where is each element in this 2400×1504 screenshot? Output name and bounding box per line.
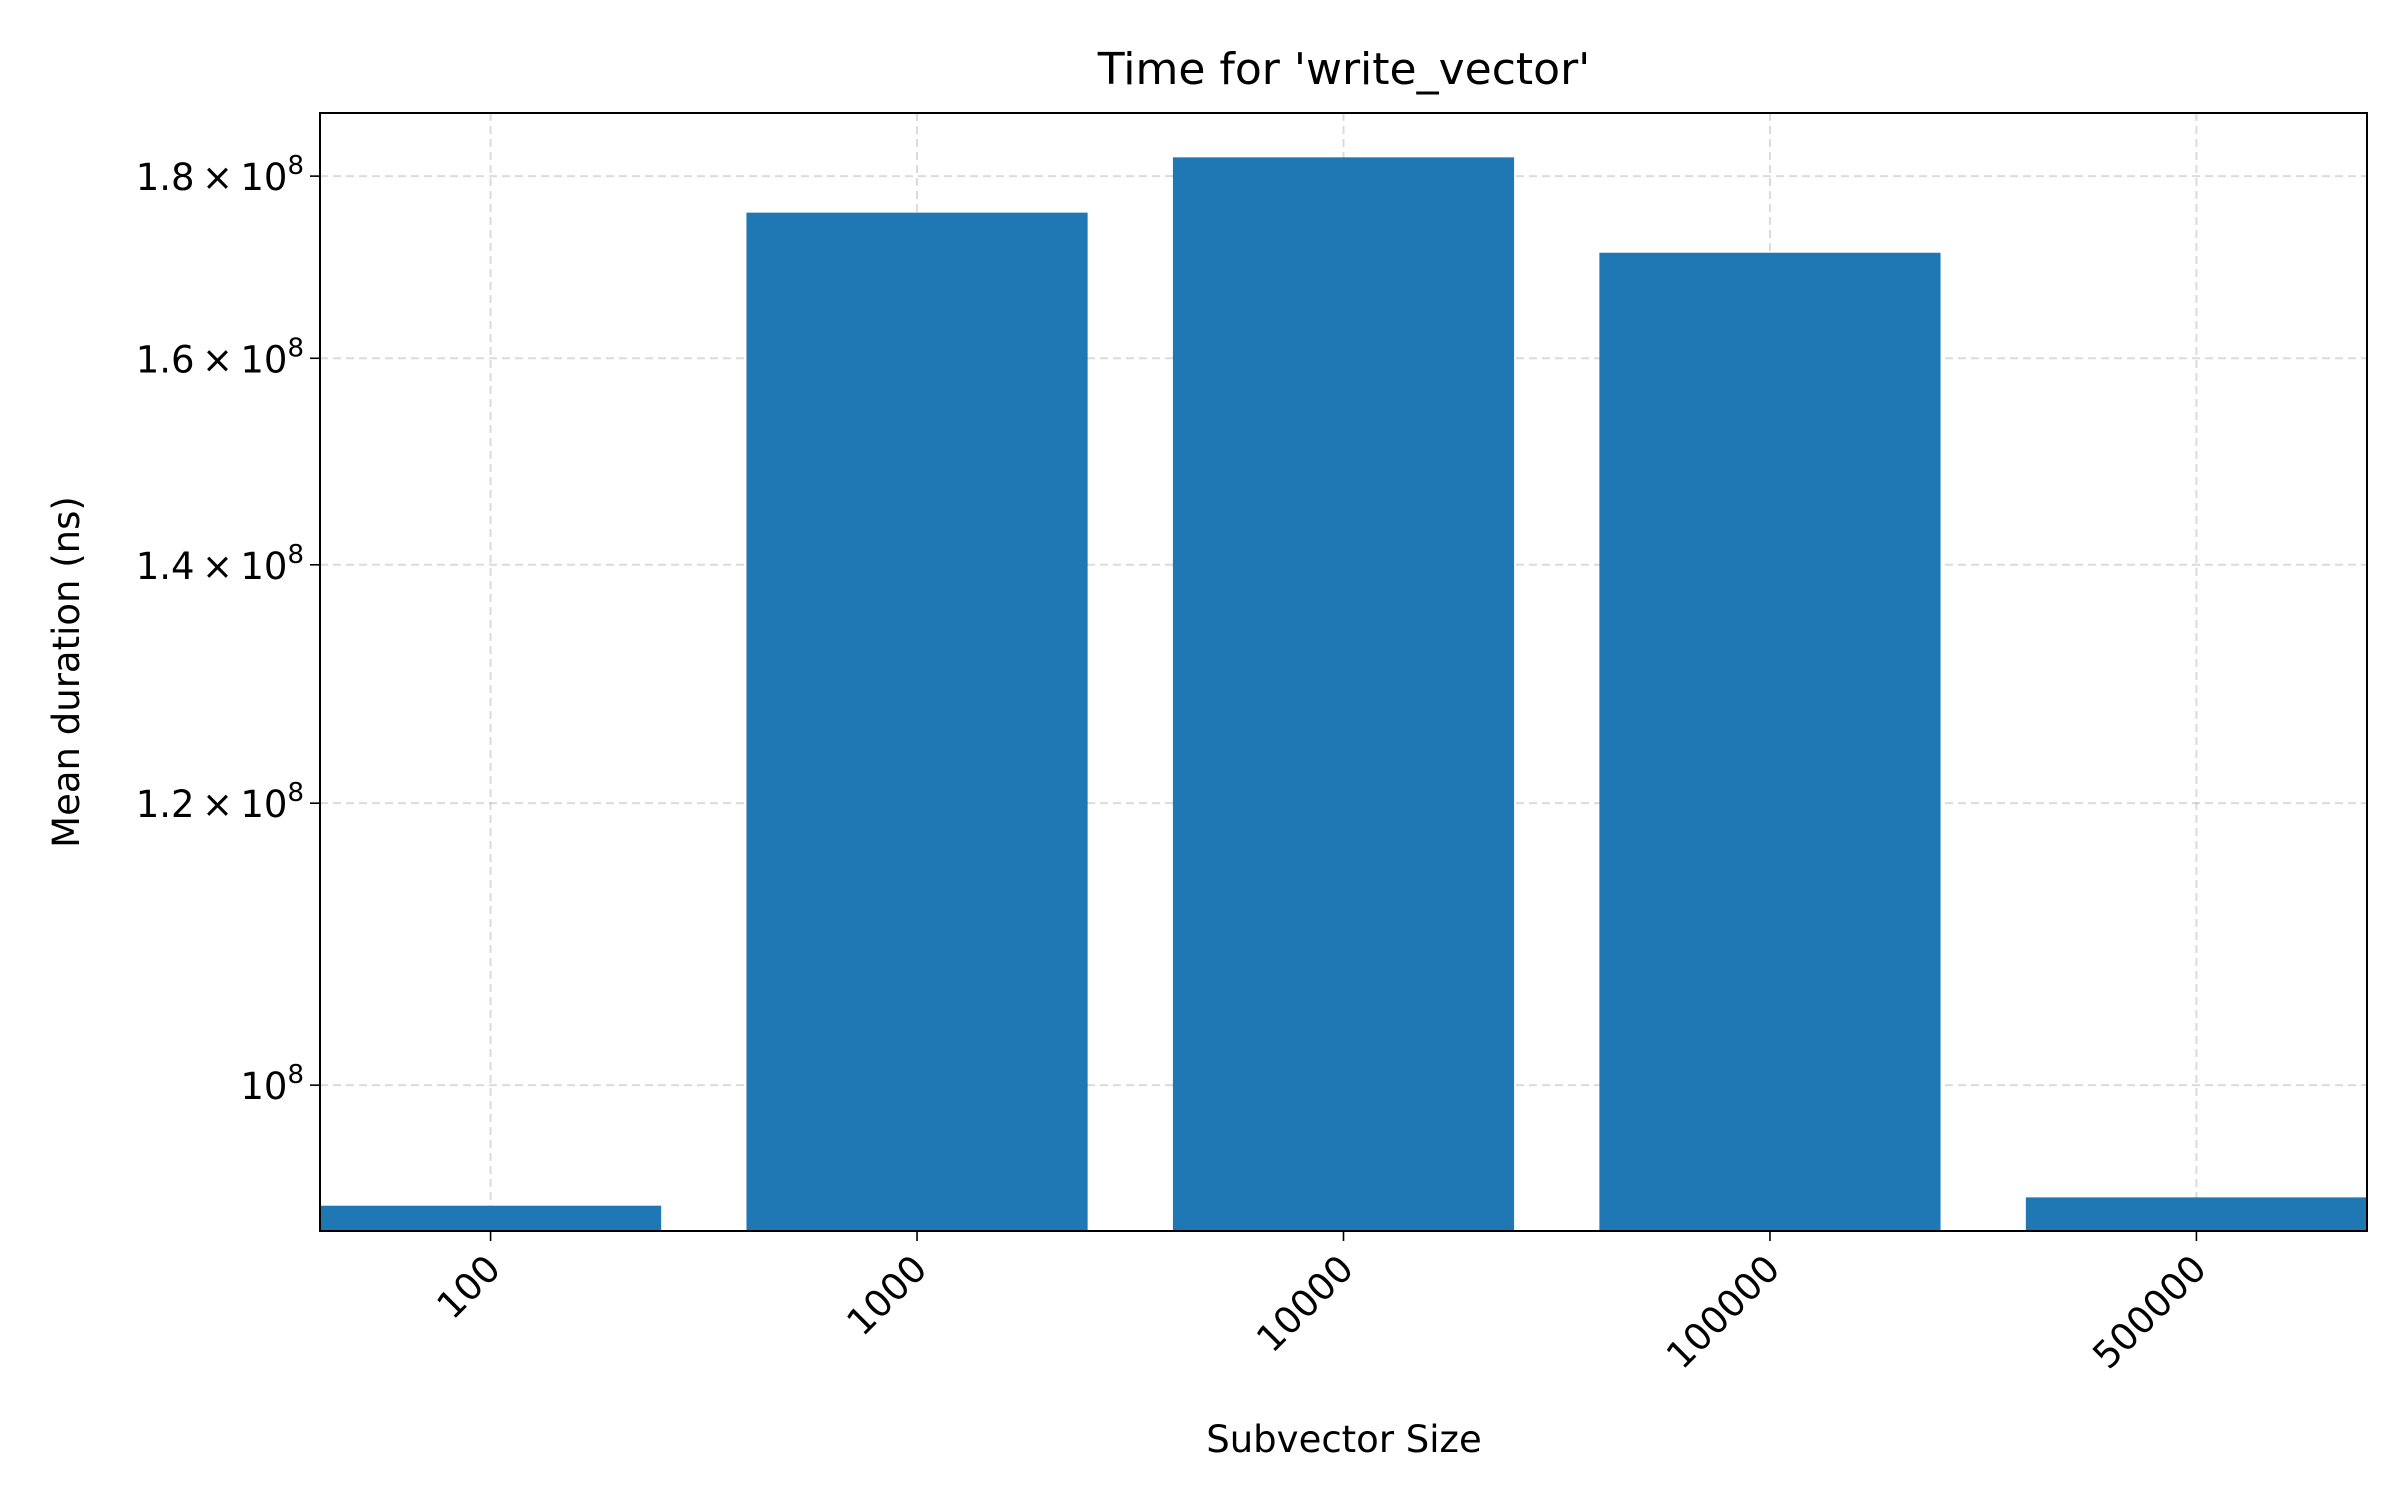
x-tick-label: 500000 — [2084, 1247, 2214, 1377]
bars — [320, 157, 2367, 1232]
y-tick-label: 1.4 × 108 — [136, 540, 304, 588]
bar-1000 — [746, 212, 1088, 1231]
y-axis-label: Mean duration (ns) — [45, 496, 88, 848]
x-tick-label: 100 — [429, 1247, 509, 1327]
y-tick-label: 1.2 × 108 — [136, 778, 304, 826]
y-axis-ticks: 108 1.2 × 108 1.4 × 108 1.6 × 108 1.8 × 108 — [136, 151, 320, 1108]
x-tick-label: 10000 — [1248, 1247, 1362, 1361]
x-axis-ticks: 100 1000 10000 100000 500000 — [429, 1231, 2215, 1377]
bar-100000 — [1599, 252, 1941, 1232]
chart-title: Time for 'write_vector' — [1097, 44, 1591, 95]
y-tick-label: 1.8 × 108 — [136, 151, 304, 199]
x-tick-label: 100000 — [1658, 1247, 1788, 1377]
bar-100 — [320, 1205, 662, 1231]
x-tick-label: 1000 — [838, 1247, 935, 1344]
y-tick-label: 1.6 × 108 — [136, 333, 304, 381]
x-axis-label: Subvector Size — [1206, 1418, 1482, 1461]
y-tick-label: 108 — [240, 1060, 304, 1108]
bar-10000 — [1172, 157, 1515, 1231]
bar-500000 — [2025, 1197, 2367, 1231]
